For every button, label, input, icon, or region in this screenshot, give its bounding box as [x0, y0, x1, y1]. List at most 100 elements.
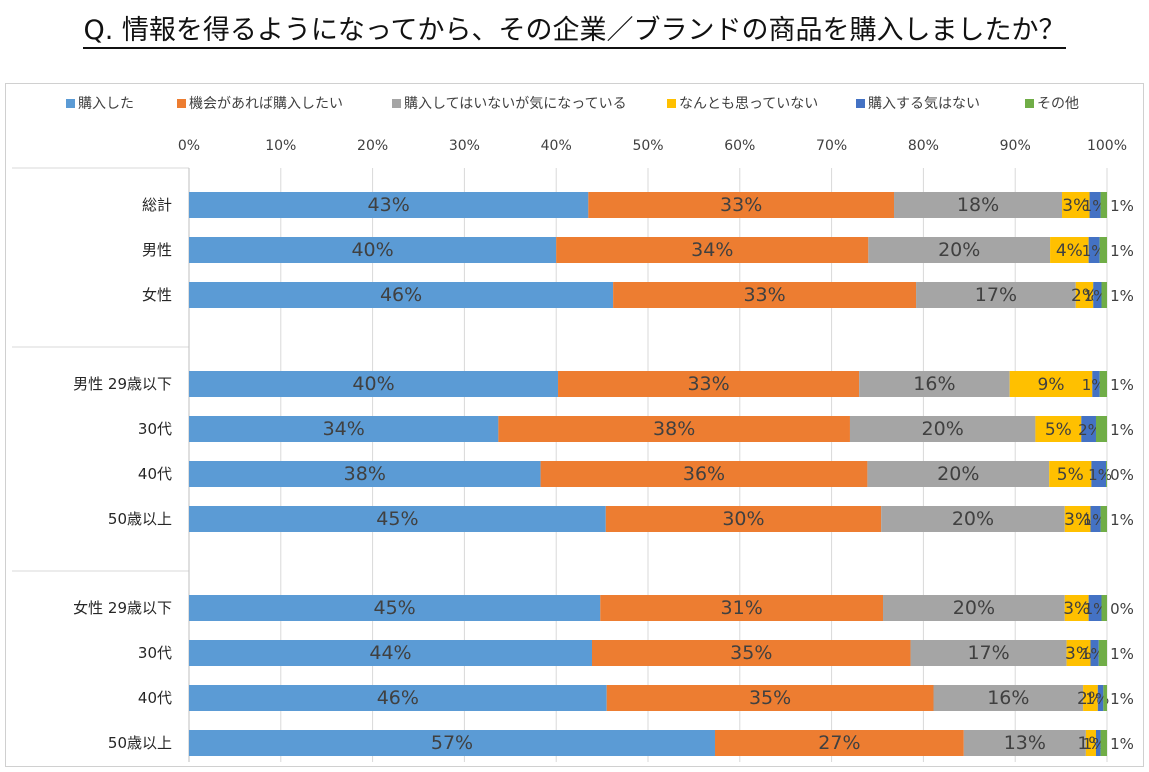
data-label: 3%	[1062, 196, 1089, 216]
data-label: 1%	[1085, 690, 1109, 708]
bar-segment	[1101, 282, 1107, 308]
bar-segment	[189, 640, 593, 666]
data-label: 20%	[922, 418, 964, 440]
bar-segment	[189, 371, 559, 397]
bar-segment	[1075, 282, 1094, 308]
data-label: 16%	[913, 373, 955, 395]
chart-frame	[5, 83, 1144, 767]
data-label: 9%	[1038, 375, 1065, 395]
bar-segment	[1099, 237, 1107, 263]
bar-segment	[1092, 371, 1100, 397]
y-category-label: 男性	[142, 241, 172, 259]
legend-swatch	[667, 99, 676, 108]
title-text: Q. 情報を得るようになってから、その企業／ブランドの商品を購入しましたか？	[83, 15, 1066, 49]
bar-segment	[1050, 237, 1089, 263]
data-label: 1%	[1110, 511, 1134, 529]
y-category-label: 男性 29歳以下	[73, 375, 172, 393]
legend-label: 購入した	[78, 96, 134, 112]
bar-segment	[605, 506, 882, 532]
bar-segment	[1081, 416, 1096, 442]
bar-segment	[558, 371, 860, 397]
x-tick-label: 40%	[541, 138, 572, 154]
data-label: 20%	[952, 508, 994, 530]
bar-segment	[189, 192, 589, 218]
bar-segment	[1035, 416, 1082, 442]
bar-segment	[1093, 282, 1102, 308]
bar-segment	[1090, 506, 1101, 532]
y-category-label: 40代	[138, 465, 172, 483]
data-label: 1%	[1110, 242, 1134, 260]
y-category-label: 50歳以上	[108, 510, 172, 528]
y-category-label: 30代	[138, 644, 172, 662]
bars: 43% 33% 18% 3%1% 1%40% 34% 20% 4%1% 1%46% 33% 17% 2…	[189, 192, 1134, 756]
x-tick-label: 60%	[724, 138, 755, 154]
data-label: 40%	[352, 373, 394, 395]
data-label: 30%	[722, 508, 764, 530]
data-label: 3%	[1065, 644, 1092, 664]
bar-segment	[868, 237, 1051, 263]
bar-segment	[1101, 595, 1107, 621]
bar-segment	[849, 416, 1036, 442]
y-category-label: 総計	[142, 196, 172, 214]
data-label: 1%	[1082, 242, 1106, 260]
x-axis: 0% 10% 20% 30% 40% 50% 60% 70% 80% 90% 100%	[178, 138, 1127, 154]
data-label: 1%	[1110, 645, 1134, 663]
bar-segment	[592, 640, 911, 666]
bar-segment	[715, 730, 964, 756]
bar-segment	[1095, 416, 1107, 442]
bar-segment	[189, 685, 607, 711]
data-label: 3%	[1064, 510, 1091, 530]
data-label: 40%	[351, 239, 393, 261]
data-label: 33%	[743, 284, 785, 306]
data-label: 33%	[687, 373, 729, 395]
legend-label: 機会があれば購入したい	[189, 96, 343, 112]
data-label: 36%	[683, 463, 725, 485]
data-label: 1%	[1082, 376, 1106, 394]
bar-segment	[1090, 640, 1099, 666]
data-label: 46%	[377, 687, 419, 709]
data-label: 33%	[720, 194, 762, 216]
data-label: 35%	[749, 687, 791, 709]
data-label: 0%	[1110, 600, 1134, 618]
bar-segment	[1100, 192, 1107, 218]
data-label: 1%	[1110, 197, 1134, 215]
bar-segment	[1089, 192, 1101, 218]
y-category-label: 女性 29歳以下	[73, 599, 172, 617]
data-label: 5%	[1045, 420, 1072, 440]
bar-segment	[588, 192, 895, 218]
bar-segment	[1100, 730, 1107, 756]
data-label: 45%	[376, 508, 418, 530]
bar-segment	[540, 461, 868, 487]
bar-segment	[1095, 730, 1101, 756]
legend-swatch	[392, 99, 401, 108]
data-label: 2%	[1078, 421, 1102, 439]
legend: 購入した 機会があれば購入したい 購入してはいないが気になっている なんとも思っていな…	[66, 96, 1079, 112]
bar-segment	[189, 416, 499, 442]
x-tick-label: 50%	[632, 138, 663, 154]
data-label: 1%	[1083, 197, 1107, 215]
data-label: 45%	[374, 597, 416, 619]
data-label: 34%	[323, 418, 365, 440]
bar-segment	[1098, 640, 1107, 666]
data-label: 3%	[1063, 599, 1090, 619]
data-label: 1%	[1110, 690, 1134, 708]
legend-label: その他	[1037, 96, 1079, 112]
bar-segment	[1106, 461, 1107, 487]
data-label: 44%	[369, 642, 411, 664]
bar-segment	[1064, 595, 1089, 621]
data-label: 20%	[937, 463, 979, 485]
bar-segment	[1091, 461, 1107, 487]
data-label: 1%	[1110, 287, 1134, 305]
bar-segment	[1100, 506, 1107, 532]
legend-label: なんとも思っていない	[679, 96, 818, 112]
y-category-label: 30代	[138, 420, 172, 438]
data-label: 38%	[344, 463, 386, 485]
data-label: 31%	[721, 597, 763, 619]
data-label: 1%	[1083, 511, 1107, 529]
bar-segment	[1088, 595, 1102, 621]
data-label: 46%	[380, 284, 422, 306]
data-label: 34%	[691, 239, 733, 261]
